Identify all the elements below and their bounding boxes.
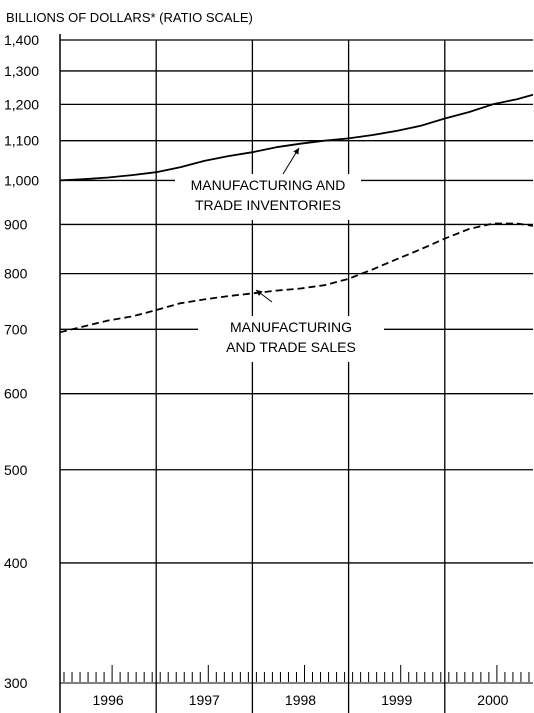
- y-tick-label: 1,400: [4, 32, 39, 48]
- axes: [59, 34, 533, 713]
- y-tick-label: 500: [4, 462, 28, 478]
- y-tick-label: 1,300: [4, 63, 39, 79]
- y-tick-label: 600: [4, 386, 28, 402]
- y-tick-labels: 300 400 500 600 700 800 900 1,000 1,100 1,200 1,30…: [4, 32, 39, 691]
- series-lines: [59, 93, 534, 334]
- y-tick-label: 1,100: [4, 133, 39, 149]
- annotation-text: AND TRADE SALES: [226, 339, 356, 355]
- gridlines: [60, 39, 533, 713]
- annotations: MANUFACTURING AND TRADE INVENTORIES MANUFA…: [175, 147, 384, 362]
- y-tick-label: 700: [4, 321, 28, 337]
- y-tick-label: 800: [4, 266, 28, 282]
- y-tick-label: 1,200: [4, 96, 39, 112]
- y-tick-label: 400: [4, 555, 28, 571]
- annotation-bg: [198, 316, 384, 362]
- x-tick-label: 1998: [285, 692, 316, 708]
- annotation-text: MANUFACTURING: [230, 319, 352, 335]
- x-tick-label: 1997: [189, 692, 220, 708]
- y-tick-label: 1,000: [4, 172, 39, 188]
- annotation-arrowhead: [256, 290, 263, 296]
- annotation-arrowhead: [293, 148, 299, 155]
- annotation-text: TRADE INVENTORIES: [195, 197, 341, 213]
- x-tick-label: 2000: [477, 692, 508, 708]
- x-tick-labels: 1996 1997 1998 1999 2000: [93, 692, 509, 708]
- annotation-bg: [175, 174, 361, 220]
- y-tick-label: 900: [4, 216, 28, 232]
- x-tick-label: 1999: [381, 692, 412, 708]
- chart-title: BILLIONS OF DOLLARS* (RATIO SCALE): [6, 10, 253, 25]
- series-line-sales: [59, 222, 534, 334]
- x-tick-label: 1996: [93, 692, 124, 708]
- y-tick-label: 300: [4, 675, 28, 691]
- series-line-inventories: [59, 93, 534, 182]
- annotation-text: MANUFACTURING AND: [191, 177, 346, 193]
